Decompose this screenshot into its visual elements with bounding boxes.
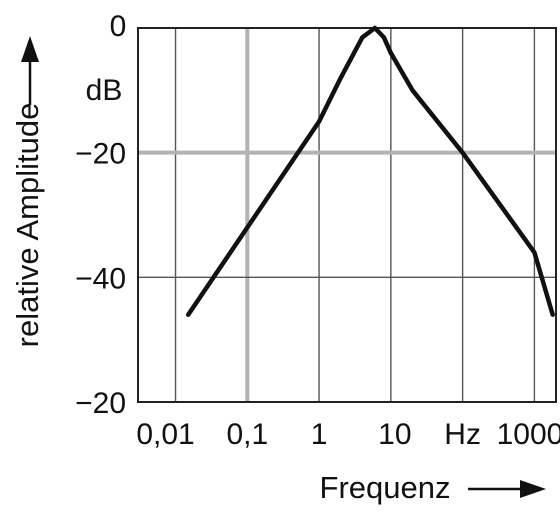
y-tick-label: −40 xyxy=(75,262,126,295)
x-tick-label: 10 xyxy=(378,418,411,451)
x-tick-label: 1 xyxy=(311,418,328,451)
y-tick-label: 0 xyxy=(110,10,127,43)
series-layer xyxy=(185,25,555,317)
y-axis-title-group: relative Amplitude xyxy=(10,103,45,348)
x-tick-label: 0,1 xyxy=(226,418,268,451)
x-axis-arrow xyxy=(468,480,546,498)
y-unit-label: dB xyxy=(86,74,123,107)
x-tick-label: 0,01 xyxy=(136,418,194,451)
y-tick-labels: 0 −20 −40 −20 xyxy=(75,10,126,420)
x-axis-title: Frequenz xyxy=(320,470,451,505)
y-axis-title: relative Amplitude xyxy=(10,103,45,348)
y-tick-label: −20 xyxy=(75,387,126,420)
y-axis-arrow xyxy=(21,36,39,105)
x-tick-label: 1000 xyxy=(497,418,560,451)
plot-frame xyxy=(137,27,557,403)
grid xyxy=(138,28,556,402)
series-line xyxy=(185,25,555,317)
x-tick-label: Hz xyxy=(444,418,481,451)
x-tick-labels: 0,01 0,1 1 10 Hz 1000 xyxy=(136,418,560,451)
y-tick-label: −20 xyxy=(75,138,126,171)
